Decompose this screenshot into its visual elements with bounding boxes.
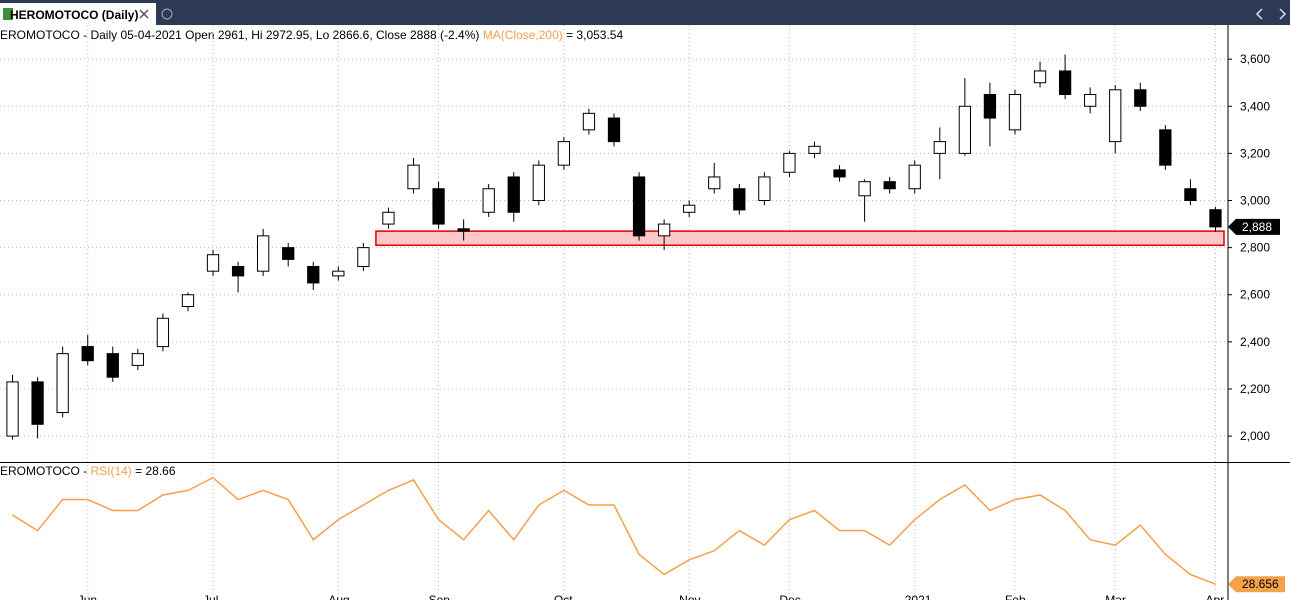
header: EROMOTOCO -	[0, 464, 90, 478]
candle-body	[332, 270, 345, 277]
candle-body	[131, 353, 144, 366]
candle-body	[1058, 70, 1072, 95]
candle-body	[56, 353, 69, 414]
candle-body	[607, 117, 621, 143]
candle-body	[683, 204, 696, 213]
x-tick-label: Nov	[679, 593, 700, 600]
candle-body	[1159, 129, 1172, 166]
y-tick-label: 2,400	[1240, 335, 1270, 349]
candle-body	[1033, 70, 1047, 84]
tab-icon	[3, 8, 13, 20]
y-tick-label: 2,800	[1240, 241, 1270, 255]
y-tick-label: 2,600	[1240, 288, 1270, 302]
candle-body	[983, 93, 997, 119]
last-price-label: 2,888	[1242, 220, 1272, 234]
candle-body	[783, 152, 796, 173]
candle-body	[808, 145, 821, 154]
header: EROMOTOCO - Daily 05-04-2021 Open 2961, …	[0, 28, 479, 42]
last-price-tag	[1228, 218, 1280, 235]
candle-body	[908, 164, 921, 190]
tab-bar	[0, 0, 1290, 25]
x-tick-label: Jul	[203, 593, 218, 600]
last-rsi-tag	[1228, 576, 1285, 593]
candle-body	[657, 223, 671, 237]
x-tick-label: Mar	[1105, 593, 1126, 600]
candle-body	[106, 353, 119, 378]
x-tick-label: Sep	[429, 593, 451, 600]
price-header: EROMOTOCO - Daily 05-04-2021 Open 2961, …	[0, 28, 623, 42]
y-tick-label: 2,200	[1240, 382, 1270, 396]
tab-close[interactable]	[139, 9, 149, 19]
candle-body	[1209, 209, 1222, 228]
candle-body	[156, 317, 170, 348]
candle-body	[206, 254, 220, 272]
indicator: RSI(14)	[90, 464, 131, 478]
x-tick-label: Feb	[1005, 593, 1026, 600]
candle-body	[1008, 93, 1022, 131]
candle-body	[81, 346, 94, 362]
candle-body	[1084, 93, 1097, 107]
candle-body	[708, 176, 721, 190]
x-tick-label: Aug	[328, 593, 349, 600]
x-tick-label: Dec	[779, 593, 800, 600]
candle-body	[457, 228, 470, 232]
candle-body	[557, 141, 571, 166]
rsi-line	[12, 476, 1216, 585]
candle-body	[31, 381, 44, 425]
candle-body	[833, 169, 846, 178]
y-tick-label: 2,000	[1240, 429, 1270, 443]
x-tick-label: Oct	[554, 593, 573, 600]
candle-body	[1134, 89, 1147, 107]
indicator: MA(Close,200)	[483, 28, 563, 42]
candle-body	[933, 141, 946, 154]
candle-body	[357, 247, 370, 267]
last-rsi-label: 28.656	[1242, 577, 1279, 591]
candle-body	[6, 381, 19, 437]
tab-title: HEROMOTOCO (Daily)	[10, 8, 138, 22]
candle-body	[532, 164, 545, 202]
tab-scroll[interactable]	[1255, 8, 1287, 20]
candle-body	[733, 188, 746, 211]
candle-body	[1109, 89, 1122, 143]
x-tick-label: 2021	[905, 593, 932, 600]
candle-body	[507, 176, 520, 213]
candle-body	[231, 265, 245, 277]
candle-body	[282, 247, 295, 260]
y-tick-label: 3,000	[1240, 194, 1270, 208]
x-tick-label: Apr	[1205, 593, 1224, 600]
candle-body	[582, 112, 596, 131]
tab[interactable]	[0, 3, 156, 25]
x-tick-label: Jun	[78, 593, 97, 600]
candle-body	[382, 211, 395, 225]
candle-body	[482, 188, 495, 213]
indicator-value: = 28.66	[135, 464, 176, 478]
candle-body	[958, 105, 971, 154]
rsi-header: EROMOTOCO - RSI(14) = 28.66	[0, 464, 176, 478]
candle-body	[858, 181, 871, 197]
y-tick-label: 3,200	[1240, 146, 1270, 160]
candle-body	[407, 164, 420, 190]
candle-body	[432, 188, 445, 225]
indicator-value: = 3,053.54	[566, 28, 623, 42]
candle-body	[1184, 188, 1197, 202]
support-zone	[375, 230, 1225, 247]
new-tab[interactable]	[161, 8, 173, 20]
candle-body	[257, 235, 270, 272]
candle-body	[758, 176, 771, 202]
y-tick-label: 3,400	[1240, 99, 1270, 113]
candle-body	[632, 176, 646, 237]
y-tick-label: 3,600	[1240, 52, 1270, 66]
candle-body	[307, 265, 320, 284]
candle-body	[181, 294, 195, 308]
candle-body	[883, 181, 896, 190]
